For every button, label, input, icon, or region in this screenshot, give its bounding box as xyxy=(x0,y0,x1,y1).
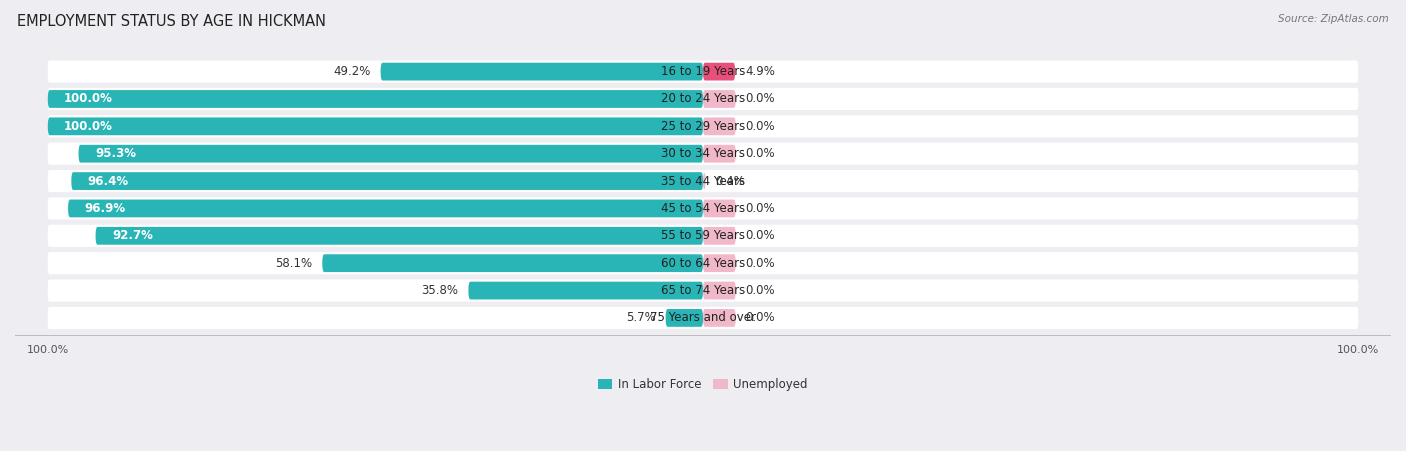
FancyBboxPatch shape xyxy=(703,309,735,327)
FancyBboxPatch shape xyxy=(96,227,703,245)
FancyBboxPatch shape xyxy=(48,198,1358,220)
Text: 92.7%: 92.7% xyxy=(112,229,153,242)
Text: 30 to 34 Years: 30 to 34 Years xyxy=(661,147,745,160)
FancyBboxPatch shape xyxy=(48,117,703,135)
Text: 0.0%: 0.0% xyxy=(745,312,775,324)
Text: 0.0%: 0.0% xyxy=(745,120,775,133)
FancyBboxPatch shape xyxy=(48,90,703,108)
Text: 95.3%: 95.3% xyxy=(96,147,136,160)
FancyBboxPatch shape xyxy=(48,115,1358,138)
FancyBboxPatch shape xyxy=(703,282,735,299)
Text: 100.0%: 100.0% xyxy=(65,120,112,133)
Text: 75 Years and over: 75 Years and over xyxy=(650,312,756,324)
FancyBboxPatch shape xyxy=(48,88,1358,110)
Text: 0.0%: 0.0% xyxy=(745,202,775,215)
FancyBboxPatch shape xyxy=(665,309,703,327)
FancyBboxPatch shape xyxy=(381,63,703,80)
Text: 0.0%: 0.0% xyxy=(745,147,775,160)
Text: 25 to 29 Years: 25 to 29 Years xyxy=(661,120,745,133)
FancyBboxPatch shape xyxy=(703,172,706,190)
FancyBboxPatch shape xyxy=(48,60,1358,83)
FancyBboxPatch shape xyxy=(703,227,735,245)
Text: 0.4%: 0.4% xyxy=(716,175,745,188)
Text: 100.0%: 100.0% xyxy=(65,92,112,106)
FancyBboxPatch shape xyxy=(67,199,703,217)
Text: 0.0%: 0.0% xyxy=(745,257,775,270)
FancyBboxPatch shape xyxy=(703,117,735,135)
FancyBboxPatch shape xyxy=(322,254,703,272)
FancyBboxPatch shape xyxy=(48,252,1358,274)
FancyBboxPatch shape xyxy=(48,143,1358,165)
FancyBboxPatch shape xyxy=(48,170,1358,192)
Text: 20 to 24 Years: 20 to 24 Years xyxy=(661,92,745,106)
FancyBboxPatch shape xyxy=(79,145,703,163)
Text: Source: ZipAtlas.com: Source: ZipAtlas.com xyxy=(1278,14,1389,23)
FancyBboxPatch shape xyxy=(48,280,1358,302)
FancyBboxPatch shape xyxy=(703,90,735,108)
Text: 4.9%: 4.9% xyxy=(745,65,775,78)
Text: 45 to 54 Years: 45 to 54 Years xyxy=(661,202,745,215)
FancyBboxPatch shape xyxy=(72,172,703,190)
Text: EMPLOYMENT STATUS BY AGE IN HICKMAN: EMPLOYMENT STATUS BY AGE IN HICKMAN xyxy=(17,14,326,28)
FancyBboxPatch shape xyxy=(703,63,735,80)
Text: 60 to 64 Years: 60 to 64 Years xyxy=(661,257,745,270)
FancyBboxPatch shape xyxy=(703,145,735,163)
Text: 0.0%: 0.0% xyxy=(745,92,775,106)
Text: 5.7%: 5.7% xyxy=(626,312,655,324)
FancyBboxPatch shape xyxy=(48,225,1358,247)
Text: 58.1%: 58.1% xyxy=(276,257,312,270)
Legend: In Labor Force, Unemployed: In Labor Force, Unemployed xyxy=(593,373,813,396)
Text: 96.4%: 96.4% xyxy=(87,175,129,188)
FancyBboxPatch shape xyxy=(48,307,1358,329)
Text: 35 to 44 Years: 35 to 44 Years xyxy=(661,175,745,188)
Text: 65 to 74 Years: 65 to 74 Years xyxy=(661,284,745,297)
Text: 49.2%: 49.2% xyxy=(333,65,371,78)
FancyBboxPatch shape xyxy=(703,254,735,272)
Text: 0.0%: 0.0% xyxy=(745,229,775,242)
FancyBboxPatch shape xyxy=(468,282,703,299)
Text: 0.0%: 0.0% xyxy=(745,284,775,297)
Text: 55 to 59 Years: 55 to 59 Years xyxy=(661,229,745,242)
FancyBboxPatch shape xyxy=(703,199,735,217)
Text: 35.8%: 35.8% xyxy=(422,284,458,297)
Text: 16 to 19 Years: 16 to 19 Years xyxy=(661,65,745,78)
Text: 96.9%: 96.9% xyxy=(84,202,125,215)
